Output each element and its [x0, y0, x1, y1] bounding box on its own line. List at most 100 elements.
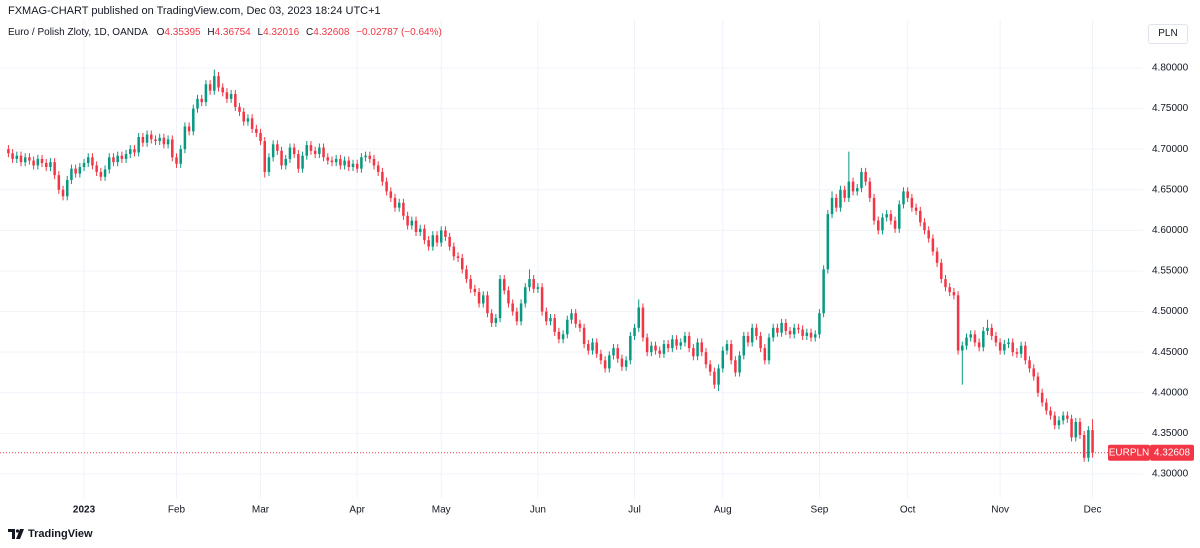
candle-body	[301, 155, 304, 169]
candle-body	[32, 160, 35, 166]
candle-body	[393, 197, 397, 208]
candle-body	[175, 157, 178, 164]
x-tick-label: Jul	[628, 505, 641, 516]
candle-body	[1015, 352, 1019, 354]
candle-body	[82, 162, 86, 168]
candle-body	[1045, 402, 1048, 411]
candle-body	[465, 269, 468, 280]
candle-body	[986, 327, 989, 332]
candle-body	[679, 342, 683, 346]
candle-body	[717, 368, 720, 385]
x-tick-label: Apr	[349, 505, 365, 516]
candle-body	[847, 181, 851, 198]
candle-body	[940, 262, 943, 280]
candle-body	[1087, 430, 1090, 458]
candle-body	[994, 335, 998, 343]
candle-body	[864, 171, 867, 182]
ohlc-label: C	[306, 27, 314, 38]
candle-body	[990, 327, 993, 336]
candle-body	[515, 311, 519, 322]
candle-body	[507, 290, 510, 304]
candle-body	[1011, 342, 1014, 353]
candle-body	[427, 240, 430, 247]
candle-body	[935, 251, 939, 263]
candle-body	[746, 335, 750, 343]
candle-body	[343, 160, 346, 166]
candle-body	[666, 344, 670, 349]
candle-body	[7, 149, 10, 154]
candle-body	[326, 157, 330, 161]
candle-body	[587, 344, 590, 351]
candle-body	[40, 158, 44, 163]
candle-body	[309, 145, 313, 151]
candle-body	[713, 371, 716, 385]
candle-body	[885, 214, 888, 218]
candle-body	[813, 334, 817, 338]
candle-body	[141, 137, 145, 143]
candle-body	[292, 147, 296, 155]
y-tick-label: 4.45000	[1152, 347, 1189, 358]
candle-body	[271, 144, 275, 158]
candle-body	[826, 214, 830, 270]
candle-body	[154, 139, 157, 142]
ohlc-label: L	[257, 27, 264, 38]
candle-body	[671, 339, 674, 349]
candle-body	[919, 210, 922, 223]
candle-body	[641, 307, 645, 338]
candle-body	[1019, 345, 1023, 354]
candle-body	[902, 191, 905, 205]
candle-body	[612, 348, 615, 356]
candle-body	[322, 147, 325, 158]
candle-body	[654, 345, 657, 351]
candle-body	[952, 292, 956, 296]
candle-body	[473, 288, 477, 293]
candle-body	[406, 215, 409, 226]
candle-body	[650, 345, 653, 353]
candle-body	[755, 327, 758, 336]
candle-body	[78, 167, 82, 174]
candle-body	[158, 137, 161, 142]
x-tick-label: Feb	[168, 505, 186, 516]
candle-body	[372, 158, 376, 166]
candle-body	[129, 149, 132, 155]
candle-body	[145, 134, 149, 143]
candle-body	[961, 345, 964, 351]
candle-body	[982, 331, 985, 348]
candle-body	[872, 197, 876, 221]
candle-body	[561, 334, 565, 340]
candle-body	[763, 348, 767, 361]
y-tick-label: 4.65000	[1152, 184, 1189, 195]
ohlc-label: O	[156, 27, 165, 38]
candle-body	[355, 163, 359, 169]
candle-body	[578, 323, 582, 328]
candle-body	[834, 197, 838, 208]
y-tick-label: 4.55000	[1152, 266, 1189, 277]
candle-body	[498, 279, 502, 319]
x-tick-label: 2023	[73, 505, 96, 516]
candle-body	[284, 158, 288, 166]
candle-body	[439, 230, 443, 243]
candle-body	[759, 335, 762, 349]
x-tick-label: Dec	[1084, 505, 1102, 516]
candle-body	[780, 322, 783, 333]
candle-body	[318, 147, 321, 155]
candle-body	[431, 235, 435, 247]
candle-body	[486, 295, 489, 314]
candle-body	[1061, 415, 1065, 421]
candle-body	[444, 230, 447, 237]
candle-body	[1066, 415, 1069, 419]
symbol-title: Euro / Polish Zloty, 1D, OANDA	[8, 27, 148, 38]
candle-body	[208, 84, 212, 91]
candle-body	[599, 353, 603, 361]
candle-body	[620, 358, 624, 367]
x-tick-label: May	[432, 505, 451, 516]
candle-body	[481, 295, 485, 304]
candle-body	[364, 155, 367, 158]
currency-button[interactable]: PLN	[1148, 24, 1188, 44]
candle-body	[86, 157, 90, 163]
candle-body	[658, 350, 662, 354]
candle-body	[246, 118, 250, 122]
candle-body	[381, 171, 384, 182]
candle-body	[385, 181, 388, 192]
candle-body	[116, 155, 119, 163]
